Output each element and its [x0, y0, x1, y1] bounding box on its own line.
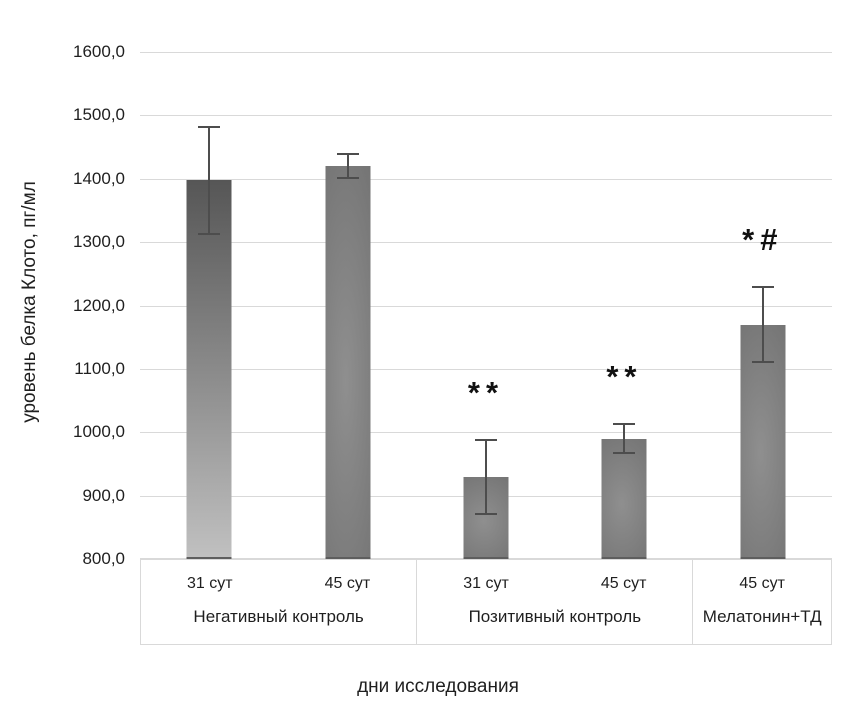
bar: [325, 166, 371, 559]
bar-label-row: 31 сут 45 сут: [417, 560, 692, 607]
y-tick-label: 1300,0: [73, 232, 125, 252]
significance-annotation: *#: [742, 222, 784, 258]
x-axis-category-band: 31 сут 45 сут Негативный контроль 31 сут 45 …: [140, 559, 832, 645]
bar-category-label: 45 сут: [600, 574, 647, 592]
bar-label-row: 31 сут 45 сут: [141, 560, 416, 607]
y-tick-label: 1600,0: [73, 42, 125, 61]
bar-category-label: 45 сут: [324, 574, 371, 592]
gridline-1600: [140, 52, 832, 53]
significance-annotation: **: [467, 374, 505, 410]
x-axis-title: дни исследования: [357, 676, 519, 697]
gridline-1300: [140, 242, 832, 244]
bar: [186, 180, 232, 559]
error-bar: [751, 286, 774, 363]
bar-label-row: 45 сут: [693, 560, 831, 607]
significance-annotation: **: [606, 358, 643, 394]
gridline-1500: [140, 115, 832, 117]
bar-category-label: 31 сут: [187, 574, 233, 592]
category-group: 31 сут 45 сут Позитивный контроль: [417, 560, 694, 644]
gridline-1100: [140, 368, 832, 370]
bar-slot: [140, 52, 278, 559]
y-tick-label: 800,0: [82, 549, 125, 568]
gridline-1200: [140, 305, 832, 307]
error-bar: [198, 125, 221, 235]
bar-slot: **: [555, 52, 693, 559]
plot-area: ** ** *#: [140, 52, 832, 559]
y-axis-tick-labels: 1600,0 1500,0 1400,0 1300,0 1200,0 1100,0 1000…: [0, 42, 125, 568]
gridline-1400: [140, 178, 832, 180]
group-label: Позитивный контроль: [468, 607, 642, 626]
group-label: Мелатонин+ТД: [702, 607, 822, 626]
group-label: Негативный контроль: [193, 607, 364, 626]
error-bar: [336, 153, 359, 179]
bar-slot: **: [417, 52, 555, 559]
bar-slot: *#: [694, 52, 832, 559]
error-bar: [474, 438, 497, 515]
bar-category-label: 31 сут: [463, 574, 509, 592]
bar: [740, 324, 786, 559]
y-tick-label: 1400,0: [73, 168, 125, 188]
y-tick-label: 900,0: [82, 485, 125, 505]
y-tick-label: 1500,0: [73, 105, 125, 125]
error-bar: [613, 422, 636, 455]
bar: [601, 438, 647, 559]
y-tick-label: 1000,0: [73, 422, 125, 442]
y-tick-label: 1100,0: [74, 358, 125, 378]
category-group: 45 сут Мелатонин+ТД: [693, 560, 831, 644]
bar-category-label: 45 сут: [739, 574, 785, 592]
bar-slot: [278, 52, 416, 559]
category-group: 31 сут 45 сут Негативный контроль: [141, 560, 418, 644]
gridline-1000: [140, 432, 832, 434]
y-tick-label: 1200,0: [73, 295, 125, 315]
